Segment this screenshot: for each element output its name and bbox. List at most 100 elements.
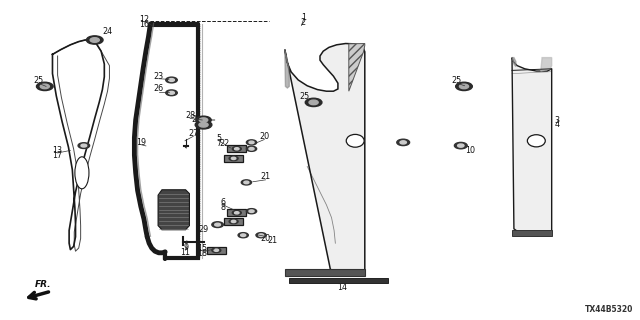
FancyBboxPatch shape xyxy=(285,269,365,276)
Text: 25: 25 xyxy=(299,92,309,101)
Text: 15: 15 xyxy=(197,244,207,253)
Text: 25: 25 xyxy=(452,76,462,85)
FancyBboxPatch shape xyxy=(224,155,243,162)
Circle shape xyxy=(229,156,238,161)
Text: 20: 20 xyxy=(260,234,271,243)
Circle shape xyxy=(246,140,257,145)
Text: 26: 26 xyxy=(154,84,164,93)
Circle shape xyxy=(458,144,464,147)
Circle shape xyxy=(456,82,472,91)
Text: 22: 22 xyxy=(219,139,229,148)
Text: 25: 25 xyxy=(33,76,44,85)
Circle shape xyxy=(246,209,257,214)
Text: 24: 24 xyxy=(102,27,113,36)
Text: 20: 20 xyxy=(259,132,269,141)
Circle shape xyxy=(196,116,211,124)
Circle shape xyxy=(241,180,252,185)
Circle shape xyxy=(234,148,239,150)
Text: TX44B5320: TX44B5320 xyxy=(585,305,634,314)
Text: 19: 19 xyxy=(136,138,146,147)
Circle shape xyxy=(214,249,219,252)
Text: 29: 29 xyxy=(198,225,209,234)
Ellipse shape xyxy=(346,134,364,147)
Text: 18: 18 xyxy=(197,249,207,258)
Circle shape xyxy=(166,90,177,96)
Circle shape xyxy=(232,147,241,151)
Circle shape xyxy=(249,210,254,212)
Polygon shape xyxy=(285,44,365,276)
Circle shape xyxy=(199,123,208,127)
Circle shape xyxy=(90,38,99,42)
Circle shape xyxy=(249,141,254,144)
Circle shape xyxy=(460,84,468,89)
Text: 12: 12 xyxy=(140,15,150,24)
Text: 25: 25 xyxy=(191,115,202,124)
Text: 5: 5 xyxy=(216,134,221,143)
Polygon shape xyxy=(541,58,552,71)
Text: 9: 9 xyxy=(183,244,188,252)
Circle shape xyxy=(241,234,246,236)
Circle shape xyxy=(166,77,177,83)
Circle shape xyxy=(234,212,239,214)
Text: FR.: FR. xyxy=(35,280,52,289)
Text: 10: 10 xyxy=(465,146,476,155)
Circle shape xyxy=(199,118,208,122)
Circle shape xyxy=(81,144,87,147)
Text: 17: 17 xyxy=(52,151,63,160)
Text: 8: 8 xyxy=(220,203,225,212)
Circle shape xyxy=(238,233,248,238)
Circle shape xyxy=(400,141,406,144)
Ellipse shape xyxy=(527,135,545,147)
Circle shape xyxy=(232,220,236,223)
Polygon shape xyxy=(158,190,189,230)
Circle shape xyxy=(259,234,264,236)
Circle shape xyxy=(212,222,223,228)
Circle shape xyxy=(36,82,53,91)
FancyBboxPatch shape xyxy=(227,145,246,152)
Circle shape xyxy=(232,157,236,160)
Polygon shape xyxy=(349,44,365,91)
Polygon shape xyxy=(512,58,516,67)
Text: 7: 7 xyxy=(216,139,221,148)
Text: 3: 3 xyxy=(554,116,559,124)
Circle shape xyxy=(454,142,467,149)
Polygon shape xyxy=(285,50,289,88)
Text: 21: 21 xyxy=(267,236,277,245)
Circle shape xyxy=(232,211,241,215)
Text: 23: 23 xyxy=(154,72,164,81)
Circle shape xyxy=(397,139,410,146)
FancyBboxPatch shape xyxy=(227,209,246,216)
Circle shape xyxy=(169,92,174,94)
Polygon shape xyxy=(512,58,552,236)
Text: 21: 21 xyxy=(260,172,271,181)
Text: 6: 6 xyxy=(220,198,225,207)
Text: 14: 14 xyxy=(337,284,348,292)
Circle shape xyxy=(40,84,49,89)
Text: 1: 1 xyxy=(301,13,306,22)
Circle shape xyxy=(309,100,318,105)
FancyBboxPatch shape xyxy=(207,247,226,254)
Circle shape xyxy=(86,36,103,44)
Circle shape xyxy=(305,98,322,107)
Text: 4: 4 xyxy=(554,120,559,129)
Text: 11: 11 xyxy=(180,248,191,257)
Circle shape xyxy=(249,148,254,150)
Circle shape xyxy=(215,223,220,226)
Text: 16: 16 xyxy=(140,20,150,28)
Circle shape xyxy=(256,233,266,238)
Text: 27: 27 xyxy=(188,129,198,138)
Circle shape xyxy=(78,143,90,148)
Circle shape xyxy=(244,181,249,184)
Ellipse shape xyxy=(75,157,89,189)
Text: 28: 28 xyxy=(185,111,195,120)
FancyBboxPatch shape xyxy=(289,278,388,283)
Circle shape xyxy=(212,248,221,252)
Circle shape xyxy=(229,219,238,224)
FancyBboxPatch shape xyxy=(224,218,243,225)
Circle shape xyxy=(195,121,212,129)
Text: 2: 2 xyxy=(301,18,306,27)
Text: 13: 13 xyxy=(52,146,63,155)
Circle shape xyxy=(169,79,174,82)
FancyBboxPatch shape xyxy=(512,230,552,236)
Circle shape xyxy=(246,146,257,151)
